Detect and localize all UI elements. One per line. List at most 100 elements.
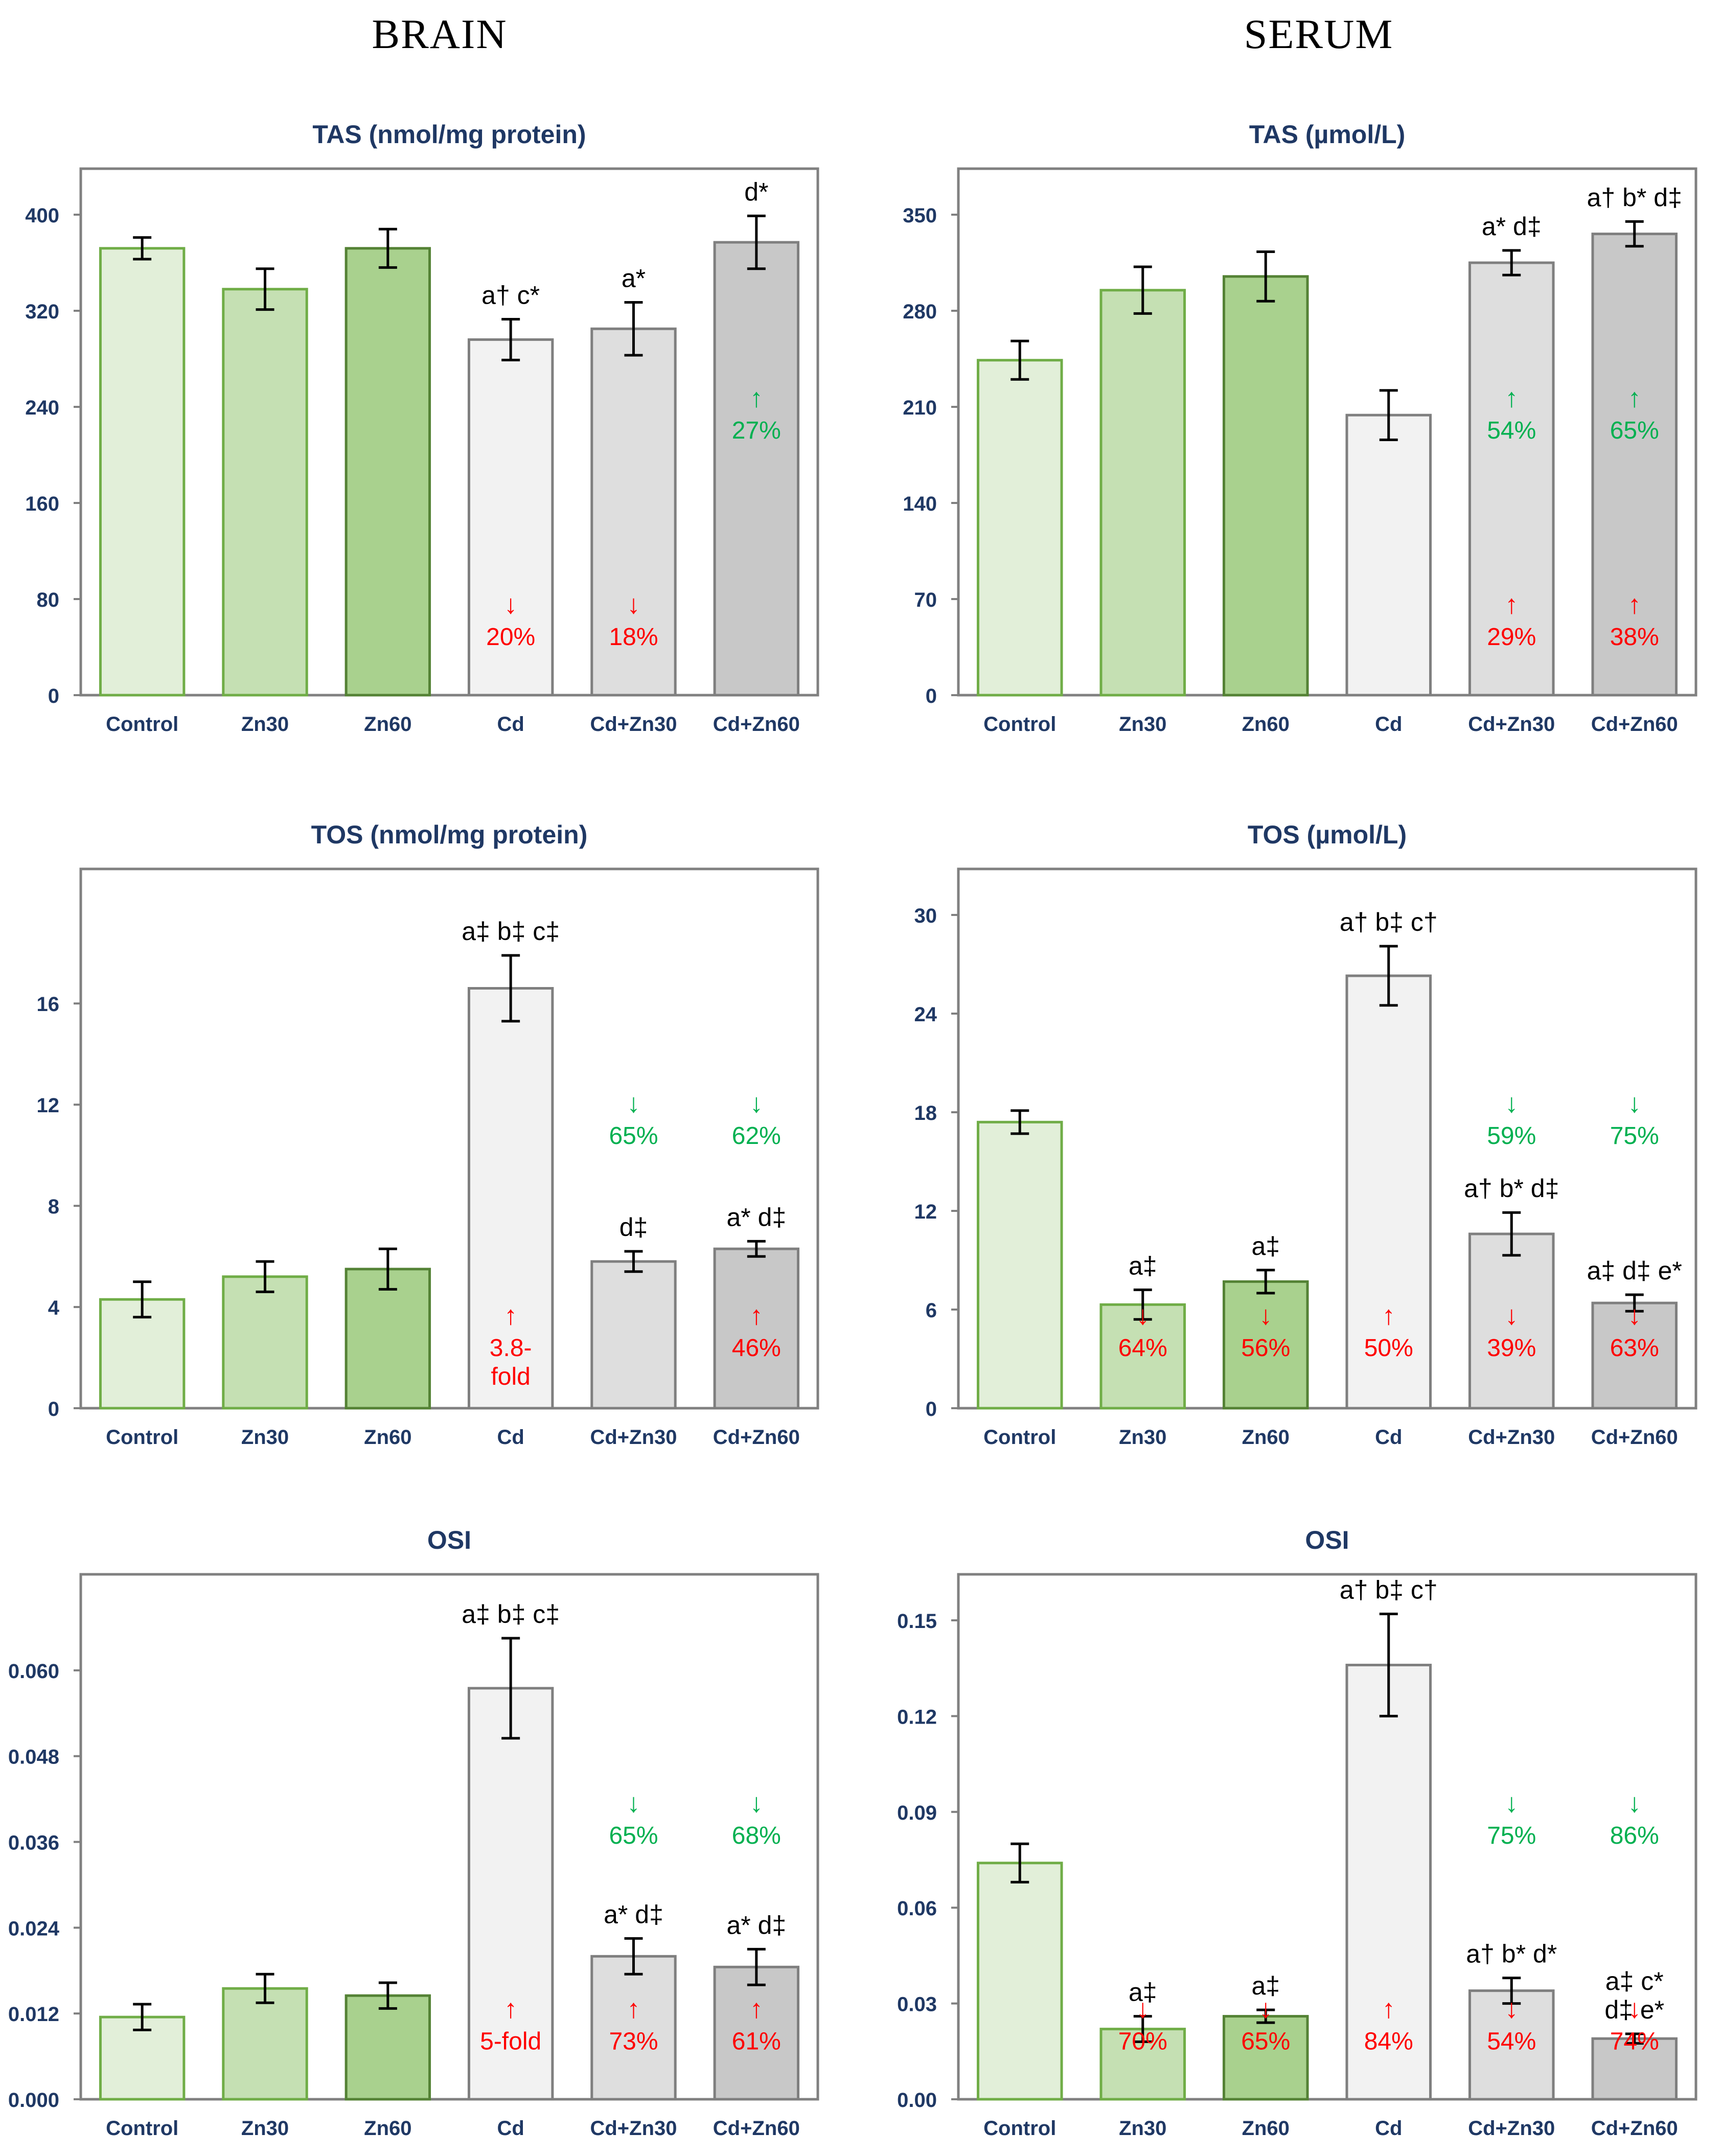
serum_tos-letters-3: a† b‡ c†: [1340, 908, 1438, 936]
serum_tas-upper-pct-4: 54%: [1487, 417, 1536, 444]
serum_osi-frame: [957, 1573, 1697, 2101]
brain_tos-letters-3: a‡ b‡ c‡: [462, 917, 560, 946]
brain_tas-letters-5: d*: [744, 177, 768, 206]
brain_osi-lower-arrow-3: ↑: [504, 1994, 517, 2024]
brain_tas-bar-3: [467, 338, 554, 697]
serum_tos-bar-1: [1099, 1303, 1186, 1410]
serum_osi-lower-pct-3: 84%: [1364, 2028, 1413, 2055]
serum_osi-bar-3: [1345, 1663, 1432, 2101]
brain_osi-xtick-label-3: Cd: [497, 2117, 524, 2140]
brain_osi-bar-3: [467, 1687, 554, 2101]
brain_osi-ytick-label: 0.036: [8, 1832, 59, 1854]
serum_tos-ytick-label: 18: [914, 1102, 937, 1125]
brain_osi-bar-1: [222, 1987, 308, 2101]
serum_osi-lower-arrow-5: ↓: [1628, 1994, 1641, 2024]
serum_osi-upper-arrow-5: ↓: [1628, 1788, 1641, 1818]
serum_osi-letters-2: a‡: [1251, 1971, 1280, 2000]
serum_tas-bar-3: [1345, 414, 1432, 697]
serum_tas-upper-arrow-5: ↑: [1628, 383, 1641, 413]
serum_osi-xtick-label-3: Cd: [1375, 2117, 1402, 2140]
serum_tos-lower-arrow-4: ↓: [1505, 1301, 1518, 1331]
brain_osi-ytick-label: 0.060: [8, 1660, 59, 1683]
serum_tos-xtick-label-5: Cd+Zn60: [1591, 1426, 1678, 1449]
brain_tas-lower-arrow-3: ↓: [504, 590, 517, 620]
serum_osi-lower-arrow-1: ↓: [1136, 1994, 1150, 2024]
brain_tas-title: TAS (nmol/mg protein): [312, 120, 586, 149]
serum_tos-lower-pct-2: 56%: [1241, 1335, 1290, 1362]
serum_tos-frame: [957, 867, 1697, 1410]
brain_tos-bar-5: [713, 1247, 800, 1410]
brain_tas-upper-pct-5: 27%: [732, 417, 781, 444]
serum_tos-upper-pct-4: 59%: [1487, 1122, 1536, 1150]
brain_tas-xtick-label-4: Cd+Zn30: [590, 713, 677, 736]
brain_tos-lower-arrow-3: ↑: [504, 1301, 517, 1331]
brain_tas-xtick-label-2: Zn60: [364, 713, 411, 736]
serum_tos-title: TOS (µmol/L): [1248, 820, 1407, 849]
serum_tos-bar-4: [1468, 1232, 1555, 1410]
brain_osi-xtick-label-4: Cd+Zn30: [590, 2117, 677, 2140]
brain_osi-lower-pct-3: 5-fold: [480, 2028, 541, 2055]
brain_tos-xtick-label-1: Zn30: [241, 1426, 289, 1449]
serum_tos-bar-5: [1591, 1301, 1678, 1410]
serum_tas-ytick-label: 70: [914, 589, 937, 611]
brain_tas-lower-pct-4: 18%: [609, 624, 658, 651]
serum_tos-lower-pct-1: 64%: [1118, 1335, 1167, 1362]
brain-column-header: BRAIN: [372, 11, 508, 57]
brain_osi-upper-pct-5: 68%: [732, 1822, 781, 1849]
serum_tos-ytick-label: 0: [926, 1398, 937, 1420]
serum_tos-ytick-label: 30: [914, 905, 937, 927]
serum_osi-ytick-label: 0.15: [897, 1610, 937, 1633]
serum_tas-letters-4: a* d‡: [1482, 212, 1542, 241]
brain_tas-bar-0: [99, 247, 186, 697]
serum_tas-bar-4: [1468, 261, 1555, 697]
brain_tos-bar-4: [590, 1260, 677, 1410]
brain_osi-letters-3: a‡ b‡ c‡: [462, 1600, 560, 1629]
serum_tas-letters-5: a† b* d‡: [1587, 183, 1682, 212]
serum_tas-bar-1: [1099, 289, 1186, 697]
brain_osi-frame: [79, 1573, 819, 2101]
serum_osi-bar-2: [1222, 2015, 1309, 2101]
serum_tos-ytick-label: 12: [914, 1201, 937, 1223]
brain_tos-xtick-label-4: Cd+Zn30: [590, 1426, 677, 1449]
brain_tas-lower-pct-3: 20%: [486, 624, 535, 651]
serum_tas-xtick-label-4: Cd+Zn30: [1468, 713, 1555, 736]
serum_tos-ytick-label: 6: [926, 1299, 937, 1322]
serum_tas-lower-pct-5: 38%: [1610, 624, 1659, 651]
serum_tos-upper-arrow-4: ↓: [1505, 1089, 1518, 1118]
brain_tas-ytick-label: 400: [25, 204, 59, 227]
serum_tos-letters-2: a‡: [1251, 1232, 1280, 1260]
serum_tas-xtick-label-0: Control: [983, 713, 1056, 736]
serum_tos-lower-arrow-3: ↑: [1382, 1301, 1395, 1331]
serum_tas-lower-pct-4: 29%: [1487, 624, 1536, 651]
brain_tos-xtick-label-3: Cd: [497, 1426, 524, 1449]
serum_tos-lower-pct-3: 50%: [1364, 1335, 1413, 1362]
brain_tos-frame: [79, 867, 819, 1410]
brain_osi-upper-arrow-4: ↓: [627, 1788, 640, 1818]
brain_osi-upper-pct-4: 65%: [609, 1822, 658, 1849]
brain_tos-lower-pct-5: 46%: [732, 1335, 781, 1362]
brain_osi-bar-4: [590, 1955, 677, 2101]
brain_tos-title: TOS (nmol/mg protein): [311, 820, 588, 849]
brain_osi-letters-5: a* d‡: [726, 1911, 786, 1939]
brain_tos-lower-arrow-5: ↑: [750, 1301, 763, 1331]
brain_tos-letters-5: a* d‡: [726, 1203, 786, 1231]
brain_tas-ytick-label: 80: [37, 589, 60, 611]
serum_tos-xtick-label-0: Control: [983, 1426, 1056, 1449]
serum_osi-xtick-label-0: Control: [983, 2117, 1056, 2140]
brain_osi-xtick-label-0: Control: [106, 2117, 178, 2140]
brain_tos-ytick-label: 12: [37, 1094, 60, 1117]
serum_tos-xtick-label-3: Cd: [1375, 1426, 1402, 1449]
brain_osi-upper-arrow-5: ↓: [750, 1788, 763, 1818]
serum_osi-ytick-label: 0.06: [897, 1897, 937, 1920]
brain_osi-lower-arrow-4: ↑: [627, 1994, 640, 2024]
serum_osi-ytick-label: 0.09: [897, 1802, 937, 1824]
brain_tos-upper-pct-5: 62%: [732, 1122, 781, 1150]
brain_osi-lower-pct-4: 73%: [609, 2028, 658, 2055]
serum_tos-bar-3: [1345, 974, 1432, 1410]
serum_tas-bar-5: [1591, 233, 1678, 697]
brain_osi-xtick-label-1: Zn30: [241, 2117, 289, 2140]
brain_tos-xtick-label-2: Zn60: [364, 1426, 411, 1449]
serum_tas-lower-arrow-4: ↑: [1505, 590, 1518, 620]
brain_osi-lower-pct-5: 61%: [732, 2028, 781, 2055]
